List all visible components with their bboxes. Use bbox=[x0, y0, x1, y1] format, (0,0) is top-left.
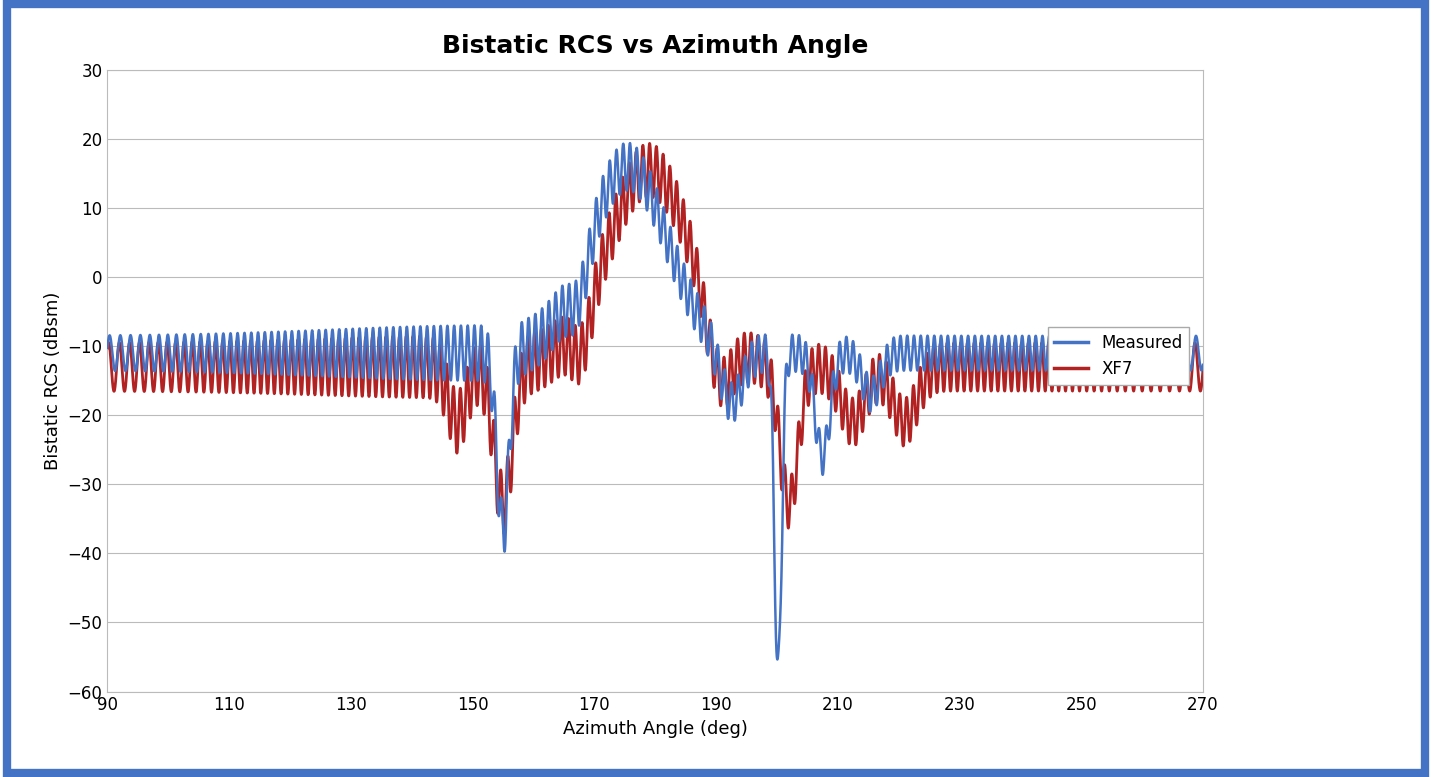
XF7 bbox=[511, 357, 528, 367]
Y-axis label: Bistatic RCS (dBsm): Bistatic RCS (dBsm) bbox=[44, 291, 62, 470]
XF7 bbox=[359, 371, 377, 380]
XF7 bbox=[1186, 339, 1203, 348]
Measured bbox=[99, 343, 116, 353]
Measured bbox=[365, 324, 382, 333]
XF7 bbox=[354, 389, 371, 399]
Measured bbox=[511, 343, 528, 352]
Line: Measured: Measured bbox=[107, 143, 1203, 660]
Line: XF7: XF7 bbox=[107, 144, 1203, 534]
XF7 bbox=[590, 299, 607, 308]
XF7 bbox=[1194, 366, 1211, 375]
Title: Bistatic RCS vs Azimuth Angle: Bistatic RCS vs Azimuth Angle bbox=[442, 34, 868, 58]
Measured bbox=[1194, 361, 1211, 370]
Legend: Measured, XF7: Measured, XF7 bbox=[1048, 327, 1189, 385]
XF7 bbox=[642, 139, 659, 148]
Measured bbox=[359, 341, 377, 350]
X-axis label: Azimuth Angle (deg): Azimuth Angle (deg) bbox=[563, 720, 748, 738]
XF7 bbox=[495, 529, 513, 538]
XF7 bbox=[365, 343, 382, 352]
Measured bbox=[590, 220, 607, 229]
Measured bbox=[621, 138, 639, 148]
XF7 bbox=[99, 343, 116, 353]
Measured bbox=[1186, 337, 1203, 347]
Measured bbox=[769, 655, 786, 664]
Measured bbox=[354, 361, 371, 371]
